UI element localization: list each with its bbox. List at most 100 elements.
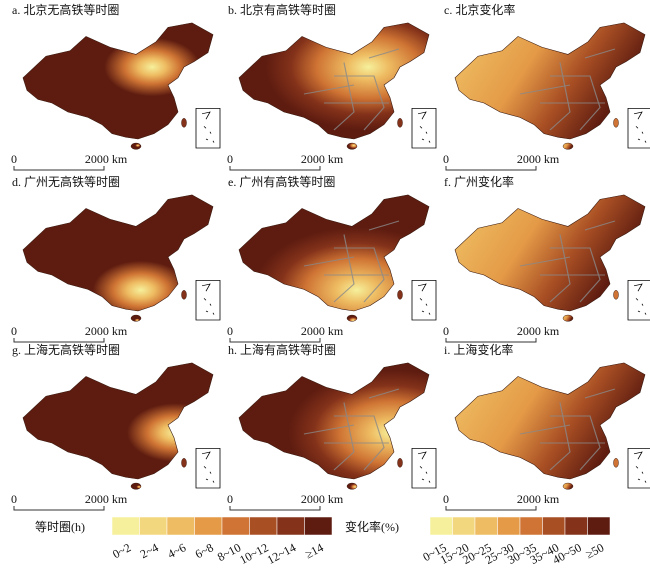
inset-islands [201, 451, 215, 483]
legend-swatch [194, 516, 223, 536]
legend-swatch [564, 516, 588, 536]
island [130, 314, 142, 322]
scale-bar [229, 166, 321, 171]
panel-title: i. 上海变化率 [444, 342, 513, 357]
scale-start: 0 [443, 152, 449, 166]
scale-bar [13, 506, 105, 511]
inset-islands [201, 111, 215, 143]
island [613, 118, 619, 128]
legend-swatch [452, 516, 476, 536]
inset-islands [417, 283, 431, 315]
legend-swatch [542, 516, 566, 536]
island [181, 118, 187, 128]
legend-swatch [139, 516, 168, 536]
rail-network [303, 388, 400, 471]
island [181, 458, 187, 468]
legend-swatch [249, 516, 278, 536]
panel-title: h. 上海有高铁等时圈 [228, 342, 336, 357]
island [397, 118, 403, 128]
scale-bar [445, 338, 537, 343]
island [130, 482, 142, 490]
inset-islands [633, 451, 647, 483]
legend-title: 变化率(%) [345, 519, 399, 534]
legend-label: 2~4 [138, 540, 161, 561]
rail-network [519, 388, 616, 471]
legend-label: 4~6 [165, 540, 188, 561]
scale-start: 0 [227, 492, 233, 506]
island [181, 290, 187, 300]
scale-start: 0 [443, 492, 449, 506]
scale-bar [229, 338, 321, 343]
scale-bar [229, 506, 321, 511]
map [238, 362, 437, 490]
legend-swatch [111, 516, 140, 536]
inset-islands [633, 283, 647, 315]
inset-islands [633, 111, 647, 143]
legend-label: 6~8 [193, 540, 216, 561]
map [22, 194, 221, 322]
island [562, 482, 574, 490]
map [454, 362, 650, 490]
inset-box [195, 448, 221, 489]
scale-bar [445, 506, 537, 511]
panel-title: c. 北京变化率 [444, 2, 515, 17]
panel-title: f. 广州变化率 [444, 174, 514, 189]
inset-islands [201, 283, 215, 315]
panel-title: g. 上海无高铁等时圈 [12, 342, 120, 357]
map [454, 22, 650, 150]
legend-label: 8~10 [215, 540, 243, 564]
inset-islands [417, 451, 431, 483]
map [454, 194, 650, 322]
legend-swatch [519, 516, 543, 536]
scale-start: 0 [227, 324, 233, 338]
map [238, 194, 437, 322]
island [613, 290, 619, 300]
legend-swatch [587, 516, 611, 536]
inset-box [411, 108, 437, 149]
scale-end: 2000 km [85, 324, 128, 338]
inset-box [627, 448, 650, 489]
legend-label: 12~14 [265, 540, 299, 567]
legend-swatch [304, 516, 333, 536]
scale-start: 0 [443, 324, 449, 338]
island [613, 458, 619, 468]
inset-box [411, 280, 437, 321]
country-shape [22, 22, 214, 140]
island [562, 142, 574, 150]
panel-title: e. 广州有高铁等时圈 [228, 174, 335, 189]
island [562, 314, 574, 322]
panel-title: b. 北京有高铁等时圈 [228, 2, 336, 17]
scale-end: 2000 km [301, 492, 344, 506]
island [397, 290, 403, 300]
map [22, 22, 221, 150]
legend-label: 0~2 [110, 540, 133, 561]
legend-label: ≥14 [303, 540, 326, 561]
legend-swatch [276, 516, 305, 536]
rail-network [519, 220, 616, 303]
scale-start: 0 [11, 492, 17, 506]
country-shape [22, 194, 214, 312]
island [397, 458, 403, 468]
scale-start: 0 [11, 152, 17, 166]
scale-end: 2000 km [85, 492, 128, 506]
legend-swatch [221, 516, 250, 536]
legend-swatch [166, 516, 195, 536]
scale-end: 2000 km [85, 152, 128, 166]
rail-network [519, 48, 616, 131]
rail-network [303, 48, 400, 131]
inset-box [195, 280, 221, 321]
inset-box [627, 108, 650, 149]
rail-network [303, 220, 400, 303]
island [130, 142, 142, 150]
inset-box [195, 108, 221, 149]
inset-islands [417, 111, 431, 143]
scale-end: 2000 km [301, 152, 344, 166]
island [346, 482, 358, 490]
scale-end: 2000 km [301, 324, 344, 338]
panel-title: d. 广州无高铁等时圈 [12, 174, 120, 189]
scale-start: 0 [227, 152, 233, 166]
legend-swatch [497, 516, 521, 536]
panel-title: a. 北京无高铁等时圈 [12, 2, 119, 17]
country-shape [22, 362, 214, 480]
